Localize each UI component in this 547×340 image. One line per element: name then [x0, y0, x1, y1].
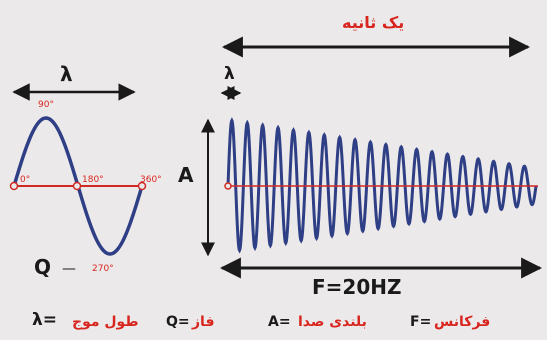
- phase-label-180: 180°: [82, 175, 104, 185]
- amplitude-label: A: [178, 163, 194, 187]
- lambda-small-label: λ: [224, 64, 235, 84]
- phase-label-270: 270°: [92, 264, 114, 274]
- legend-loudness-term: بلندی صدا: [298, 314, 367, 330]
- legend-wavelength-term: طول موج: [72, 314, 139, 330]
- legend-loudness-symbol: A=: [268, 314, 291, 330]
- frequency-label: F=20HZ: [312, 275, 402, 299]
- legend-wavelength-symbol: λ=: [32, 310, 58, 330]
- phase-q-dash: —: [62, 261, 76, 277]
- phase-q-label: Q: [34, 255, 52, 279]
- phase-label-0: 0°: [20, 175, 31, 185]
- lambda-left-label: λ: [60, 62, 73, 86]
- legend-frequency-term: فرکانس: [434, 314, 491, 330]
- legend-phase-symbol: Q=: [166, 314, 190, 330]
- legend-frequency-symbol: F=: [410, 314, 432, 330]
- phase-label-360: 360°: [140, 175, 162, 185]
- left-point-0: [9, 181, 19, 191]
- right-start-point: [224, 182, 232, 190]
- left-point-180: [72, 181, 82, 191]
- one-second-label: یک ثانیه: [342, 13, 405, 32]
- phase-label-90: 90°: [38, 100, 54, 110]
- legend-phase-term: فاز: [192, 314, 215, 330]
- left-point-360: [137, 181, 147, 191]
